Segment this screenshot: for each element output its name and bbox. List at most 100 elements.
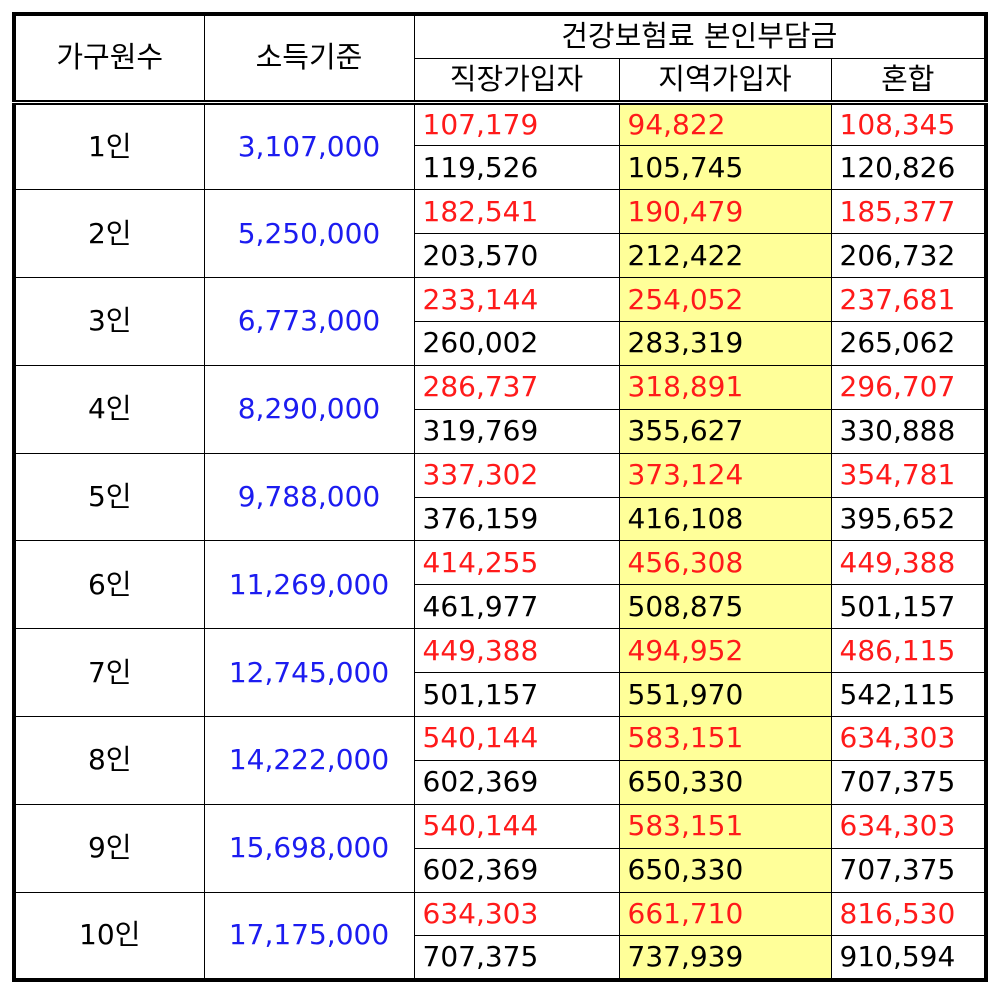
household-size-cell: 1인 [13,101,205,191]
regional-premium-top-cell: 254,052 [618,277,832,322]
regional-premium-bottom-cell: 355,627 [618,408,832,454]
workplace-premium-top-cell: 337,302 [413,452,620,498]
table-row: 2인 5,250,000 182,541 190,479 185,377 [13,189,987,279]
workplace-premium-top-cell: 634,303 [413,891,620,937]
mixed-premium-top-cell: 816,530 [830,891,987,937]
workplace-premium-bottom-cell: 602,369 [413,847,620,893]
income-standard-cell: 14,222,000 [203,715,415,805]
household-size-cell: 6인 [13,540,205,630]
table-row: 461,977 508,875 501,157 [14,584,987,630]
workplace-premium-bottom-cell: 376,159 [413,496,620,542]
regional-premium-top-cell: 494,952 [618,628,832,674]
regional-premium-bottom-cell: 650,330 [618,847,832,893]
regional-premium-bottom-cell: 650,330 [618,759,832,805]
mixed-premium-bottom-cell: 910,594 [830,935,987,981]
regional-premium-top-cell: 456,308 [618,540,832,586]
workplace-premium-top-cell: 540,144 [413,715,620,761]
household-size-cell: 10인 [13,891,205,981]
table-row: 8인 14,222,000 540,144 583,151 634,303 [13,715,987,805]
mixed-premium-bottom-cell: 206,732 [830,233,987,279]
mixed-header: 혼합 [830,57,987,105]
table-row: 319,769 355,627 330,888 [14,408,987,454]
regional-premium-bottom-cell: 105,745 [618,145,832,191]
table-row: 4인 8,290,000 286,737 318,891 296,707 [13,364,987,454]
regional-premium-top-cell: 318,891 [618,364,832,410]
table-row: 119,526 105,745 120,826 [14,145,987,191]
workplace-premium-top-cell: 449,388 [413,628,620,674]
household-size-cell: 2인 [13,189,205,279]
mixed-premium-top-cell: 354,781 [830,452,987,498]
mixed-premium-top-cell: 237,681 [830,277,987,322]
mixed-premium-top-cell: 108,345 [830,101,987,147]
table-row: 376,159 416,108 395,652 [14,496,987,542]
regional-subscriber-header: 지역가입자 [618,57,832,105]
table-row: 3인 6,773,000 233,144 254,052 237,681 [13,277,987,366]
mixed-premium-top-cell: 634,303 [830,803,987,849]
mixed-premium-top-cell: 296,707 [830,364,987,410]
income-standard-cell: 8,290,000 [203,364,415,454]
workplace-premium-bottom-cell: 260,002 [413,320,620,366]
regional-premium-bottom-cell: 508,875 [618,584,832,630]
mixed-premium-top-cell: 486,115 [830,628,987,674]
household-size-cell: 3인 [13,277,205,366]
income-standard-cell: 12,745,000 [203,628,415,717]
regional-premium-top-cell: 94,822 [618,101,832,147]
workplace-premium-bottom-cell: 602,369 [413,759,620,805]
mixed-premium-bottom-cell: 707,375 [830,847,987,893]
mixed-premium-bottom-cell: 501,157 [830,584,987,630]
mixed-premium-top-cell: 634,303 [830,715,987,761]
household-size-cell: 9인 [13,803,205,893]
household-size-cell: 5인 [13,452,205,542]
regional-premium-top-cell: 583,151 [618,803,832,849]
income-standard-cell: 6,773,000 [203,277,415,366]
workplace-premium-top-cell: 233,144 [413,277,620,322]
workplace-premium-top-cell: 107,179 [413,101,620,147]
workplace-premium-top-cell: 540,144 [413,803,620,849]
income-standard-header: 소득기준 [203,13,415,105]
household-size-cell: 8인 [13,715,205,805]
income-standard-cell: 3,107,000 [203,101,415,191]
regional-premium-bottom-cell: 551,970 [618,672,832,717]
mixed-premium-bottom-cell: 265,062 [830,320,987,366]
regional-premium-bottom-cell: 283,319 [618,320,832,366]
workplace-premium-bottom-cell: 461,977 [413,584,620,630]
table-row: 9인 15,698,000 540,144 583,151 634,303 [13,803,987,893]
regional-premium-bottom-cell: 416,108 [618,496,832,542]
premium-group-header: 건강보험료 본인부담금 [413,13,987,59]
income-standard-cell: 9,788,000 [203,452,415,542]
workplace-premium-bottom-cell: 707,375 [413,935,620,981]
table-row: 203,570 212,422 206,732 [14,233,987,279]
table-row: 1인 3,107,000 107,179 94,822 108,345 [13,101,987,191]
workplace-premium-bottom-cell: 119,526 [413,145,620,191]
table-row: 5인 9,788,000 337,302 373,124 354,781 [13,452,987,542]
workplace-premium-bottom-cell: 203,570 [413,233,620,279]
workplace-premium-bottom-cell: 319,769 [413,408,620,454]
mixed-premium-bottom-cell: 120,826 [830,145,987,191]
mixed-premium-top-cell: 449,388 [830,540,987,586]
table-row: 6인 11,269,000 414,255 456,308 449,388 [13,540,987,630]
workplace-premium-top-cell: 286,737 [413,364,620,410]
premium-table-body: 1인 3,107,000 107,179 94,822 108,345 119,526 10… [13,101,987,981]
income-standard-cell: 11,269,000 [203,540,415,630]
table-row: 7인 12,745,000 449,388 494,952 486,115 [13,628,987,717]
income-standard-cell: 17,175,000 [203,891,415,981]
workplace-premium-bottom-cell: 501,157 [413,672,620,717]
workplace-premium-top-cell: 182,541 [413,189,620,235]
table-row: 260,002 283,319 265,062 [14,320,987,366]
income-standard-cell: 5,250,000 [203,189,415,279]
household-size-cell: 4인 [13,364,205,454]
premium-table-container: 가구원수 소득기준 건강보험료 본인부담금 직장가입자 지역가입자 혼합 1인 3… [12,12,988,982]
mixed-premium-bottom-cell: 395,652 [830,496,987,542]
table-row: 501,157 551,970 542,115 [14,672,987,717]
mixed-premium-bottom-cell: 542,115 [830,672,987,717]
workplace-premium-top-cell: 414,255 [413,540,620,586]
mixed-premium-top-cell: 185,377 [830,189,987,235]
household-size-cell: 7인 [13,628,205,717]
regional-premium-top-cell: 583,151 [618,715,832,761]
income-standard-cell: 15,698,000 [203,803,415,893]
table-row: 602,369 650,330 707,375 [14,759,987,805]
table-row: 602,369 650,330 707,375 [14,847,987,893]
regional-premium-top-cell: 373,124 [618,452,832,498]
table-row: 707,375 737,939 910,594 [14,935,987,981]
mixed-premium-bottom-cell: 330,888 [830,408,987,454]
